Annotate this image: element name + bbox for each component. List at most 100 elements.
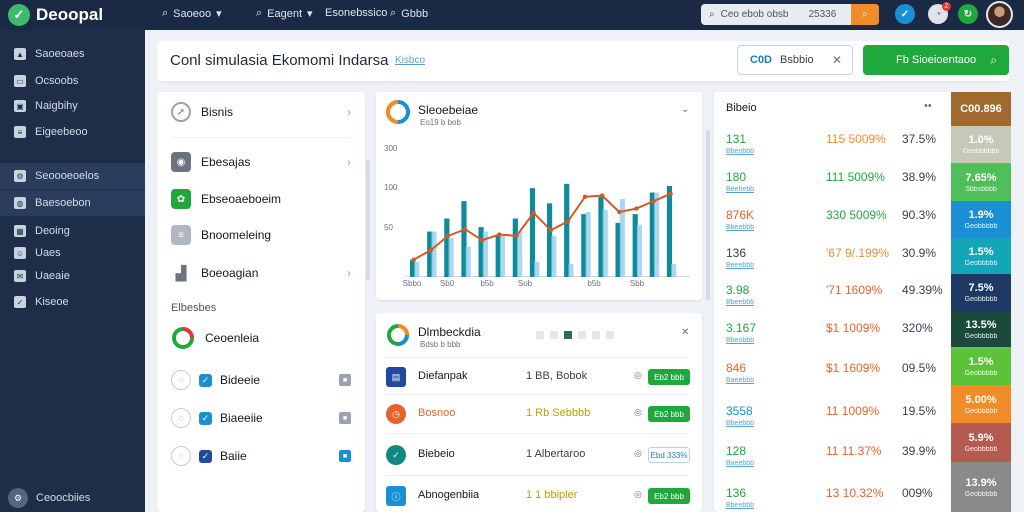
stat-tile[interactable]: 7.65% Sbbsbbbb	[951, 163, 1011, 201]
stat-tile[interactable]: 5.00% Geobbbbb	[951, 385, 1011, 423]
sidebar-item-8[interactable]: ☺ Uaes	[0, 242, 145, 264]
chart-point[interactable]	[617, 209, 622, 215]
search-button[interactable]: ⌕	[851, 4, 879, 25]
close-icon[interactable]: ✕	[681, 327, 690, 338]
stat-link[interactable]: Bbeebbb	[726, 502, 755, 509]
chart-bar[interactable]	[529, 188, 536, 277]
nav-item-2[interactable]: ⌕ Eagent ▾	[256, 7, 313, 20]
chart-point[interactable]	[462, 227, 468, 232]
stat-link[interactable]: Bbeebbb	[726, 420, 755, 427]
scrollbar[interactable]	[706, 130, 710, 300]
stat-tile[interactable]: 1.9% Geobbbbb	[951, 201, 1011, 238]
left-row-3[interactable]: ✿ Ebseoaeboeim	[171, 186, 351, 212]
list-row-4[interactable]: ⓘ Abnogenbiia 1 1 bbipler ◎ Eb2 bbb	[386, 484, 690, 508]
chart-bar[interactable]	[499, 235, 506, 277]
chart-bar[interactable]	[444, 218, 450, 278]
sidebar-item-10[interactable]: ✓ Kiseoe	[0, 291, 145, 313]
nav-item-1[interactable]: ⌕ Saoeoo ▾	[162, 7, 222, 20]
chart-bar[interactable]	[465, 246, 471, 277]
stats-row[interactable]: 3.167 Bbeobbb $1 1009% 320%	[726, 321, 948, 359]
checkbox[interactable]: ✓	[199, 373, 212, 387]
chart-bar[interactable]	[666, 186, 673, 277]
nav-item-3[interactable]: Esonebssico	[325, 7, 387, 19]
list-row-2[interactable]: ◷ Bosnoo 1 Rb Sebbbb ◎ Eb2 bbb	[386, 402, 690, 426]
chart-bar[interactable]	[602, 209, 608, 277]
chart-point[interactable]	[634, 206, 639, 211]
page-dot[interactable]	[592, 331, 600, 339]
chart-bar[interactable]	[649, 192, 655, 278]
stats-row[interactable]: 136 Beeebbb '67 9/.199% 30.9%	[726, 246, 948, 284]
chart-bar[interactable]	[581, 214, 587, 277]
title-link[interactable]: Kisbco	[395, 55, 426, 66]
chart-bar[interactable]	[512, 218, 518, 278]
more-icon[interactable]: ••	[924, 100, 932, 112]
pagination-dots[interactable]	[536, 331, 614, 339]
stat-tile[interactable]: 1.0% Geobbbbbb	[951, 126, 1011, 163]
stat-link[interactable]: Baeebbb	[726, 460, 755, 467]
chart-bar[interactable]	[564, 183, 570, 277]
stat-link[interactable]: Bbeobbb	[726, 337, 755, 344]
sidebar-footer[interactable]: ⚙ Ceoocbiies	[8, 488, 90, 508]
check-row-1[interactable]: ◌ ✓ Bideeie ■	[171, 369, 351, 391]
page-dot-active[interactable]	[564, 331, 572, 339]
sidebar-item-6[interactable]: ◍ Baesoebon	[0, 190, 145, 216]
row-action-button[interactable]: Eb2 bbb	[648, 369, 690, 385]
chart-bar[interactable]	[653, 192, 660, 278]
sidebar-item-9[interactable]: ✉ Uaeaie	[0, 265, 145, 287]
list-row-3[interactable]: ✓ Biebeio 1 Albertaroo ◎ Ebd 333%	[386, 443, 690, 467]
stat-tile[interactable]: 1.5% Geobbbbb	[951, 238, 1011, 274]
chart-bar[interactable]	[478, 227, 484, 277]
left-row-4[interactable]: ≡ Bnoomeleing	[171, 222, 351, 248]
list-row-1[interactable]: ▤ Diefanpak 1 BB, Bobok ◎ Eb2 bbb	[386, 365, 690, 389]
chart-point[interactable]	[480, 237, 485, 243]
stat-link[interactable]: Bbeebbb	[726, 299, 755, 306]
chart-bar[interactable]	[547, 203, 553, 277]
chart-bar[interactable]	[461, 201, 467, 277]
stat-link[interactable]: Bbeebbb	[726, 224, 755, 231]
page-dot[interactable]	[536, 331, 544, 339]
chevron-down-icon[interactable]: ⌄	[681, 104, 690, 115]
left-row-2[interactable]: ◉ Ebesajas ›	[171, 149, 351, 175]
left-row-bisnis[interactable]: ➚ Bisnis ›	[171, 99, 351, 125]
chart-bar[interactable]	[619, 199, 625, 277]
chart-bar[interactable]	[585, 212, 591, 277]
chart-point[interactable]	[582, 194, 588, 200]
app-logo[interactable]: ✓ Deoopal	[8, 4, 103, 26]
chart-bar[interactable]	[448, 238, 454, 277]
sidebar-item-1[interactable]: ▲ Saoeoaes	[0, 43, 145, 65]
chart-bar[interactable]	[427, 231, 433, 278]
chart-bar[interactable]	[482, 231, 488, 278]
stat-tile[interactable]: 1.5% Geobbbbb	[951, 347, 1011, 385]
chart-bar[interactable]	[568, 264, 574, 277]
chart-bar[interactable]	[636, 225, 643, 277]
chart-point[interactable]	[514, 233, 519, 239]
page-dot[interactable]	[606, 331, 614, 339]
left-row-5[interactable]: ▟ Boeoagian ›	[171, 260, 351, 286]
nav-item-4[interactable]: ⌕ Gbbb	[390, 7, 428, 20]
chart-bar[interactable]	[551, 235, 557, 277]
twitter-icon[interactable]: ✓	[895, 4, 915, 24]
chart-point[interactable]	[531, 210, 536, 216]
stat-tile[interactable]: 5.9% Geobbbbb	[951, 423, 1011, 462]
row-action-button[interactable]: Ebd 333%	[648, 447, 690, 463]
stats-row[interactable]: 136 Bbeebbb 13 10.32% 009%	[726, 486, 948, 512]
stat-tile[interactable]: 13.5% Geobbbbb	[951, 311, 1011, 347]
chart-point[interactable]	[445, 233, 451, 239]
chart-point[interactable]	[411, 257, 416, 262]
chart-point[interactable]	[668, 191, 673, 196]
sidebar-item-3[interactable]: ▣ Naigbihy	[0, 95, 145, 117]
chart-bar[interactable]	[431, 231, 437, 278]
chart-bar[interactable]	[410, 259, 416, 277]
sidebar-item-2[interactable]: ▭ Ocsoobs	[0, 70, 145, 92]
stat-tile[interactable]: C00.896	[951, 92, 1011, 126]
chart-point[interactable]	[565, 219, 571, 224]
stat-link[interactable]: Beehebb	[726, 186, 755, 193]
stat-tile[interactable]: 13.9% Geobbbbb	[951, 462, 1011, 512]
checkbox[interactable]: ✓	[199, 411, 212, 425]
page-dot[interactable]	[550, 331, 558, 339]
stats-row[interactable]: 3.98 Bbeebbb '71 1609% 49.39%	[726, 283, 948, 321]
check-row-2[interactable]: ◌ ✓ Biaeeiie ■	[171, 407, 351, 429]
left-row-donut[interactable]: Ceoenleia	[171, 325, 351, 351]
primary-action-button[interactable]: Fb Sioeioentaoo ⌕	[863, 45, 1009, 75]
sidebar-item-5[interactable]: ⚙ Seoooeoelos	[0, 163, 145, 189]
